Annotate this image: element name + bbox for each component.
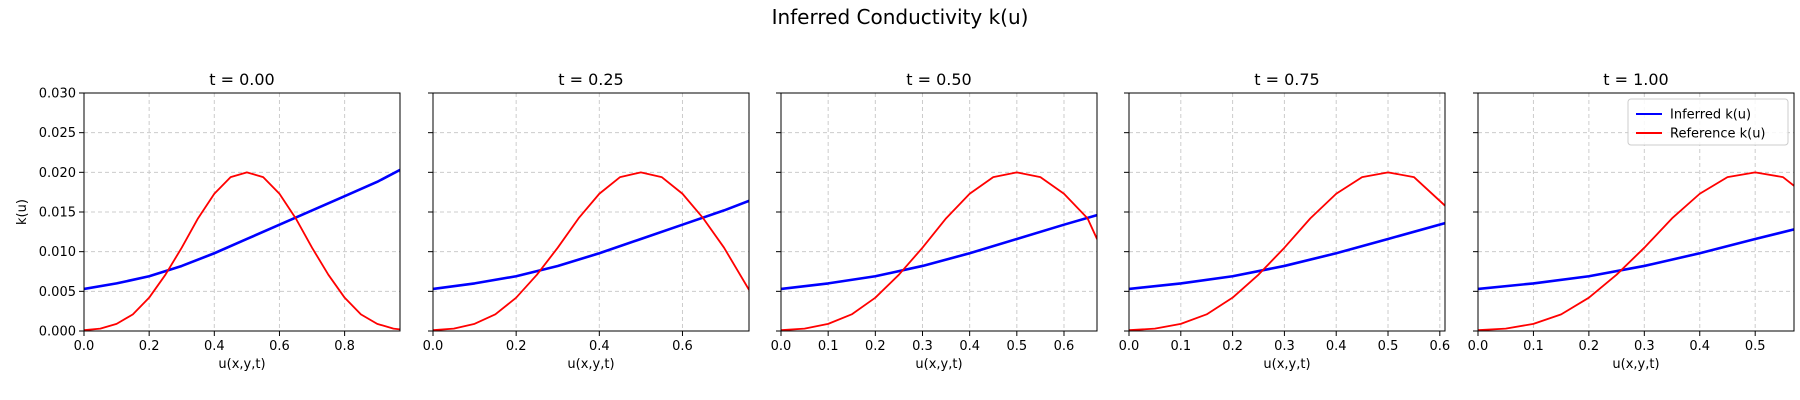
y-axis-label: k(u)	[15, 199, 30, 225]
x-tick-label: 0.4	[959, 339, 980, 354]
series-line-reference	[1478, 171, 1794, 331]
x-axis-label: u(x,y,t)	[567, 357, 614, 372]
x-tick-label: 0.0	[74, 339, 95, 354]
y-tick-label: 0.010	[39, 245, 76, 260]
x-tick-label: 0.5	[1745, 339, 1766, 354]
panel-title: t = 0.00	[209, 70, 274, 89]
legend: Inferred k(u) Reference k(u)	[1627, 98, 1789, 146]
x-tick-label: 0.3	[912, 339, 933, 354]
series-line-inferred	[781, 213, 1097, 291]
chart-panel-4: 0.0 0.1 0.2 0.3 0.4 0.5 t = 1.00 u(x,y,t) Inferr…	[1468, 70, 1795, 372]
x-tick-label: 0.3	[1634, 339, 1655, 354]
y-tick-label: 0.030	[39, 87, 76, 102]
series-line-reference	[84, 171, 400, 331]
legend-label: Reference k(u)	[1670, 127, 1766, 142]
series-line-inferred	[1129, 221, 1445, 291]
x-tick-label: 0.1	[1523, 339, 1544, 354]
x-tick-label: 0.6	[672, 339, 693, 354]
x-tick-label: 0.0	[1468, 339, 1489, 354]
x-tick-label: 0.0	[1119, 339, 1140, 354]
panel-title: t = 0.25	[558, 70, 623, 89]
x-tick-label: 0.1	[1170, 339, 1191, 354]
panel-title: t = 0.75	[1254, 70, 1319, 89]
legend-label: Inferred k(u)	[1670, 108, 1751, 123]
x-tick-label: 0.6	[269, 339, 290, 354]
x-tick-label: 0.6	[1054, 339, 1075, 354]
chart-panel-1: 0.0 0.2 0.4 0.6 t = 0.25 u(x,y,t)	[423, 70, 750, 372]
series-line-inferred	[1478, 228, 1794, 291]
chart-panel-0: 0.0 0.2 0.4 0.6 0.8 0.000 0.005 0.010 0.015 0.020…	[15, 70, 401, 372]
panel-title: t = 1.00	[1603, 70, 1668, 89]
x-tick-label: 0.6	[1429, 339, 1450, 354]
x-tick-label: 0.4	[589, 339, 610, 354]
chart-panels: 0.0 0.2 0.4 0.6 0.8 0.000 0.005 0.010 0.015 0.020…	[15, 70, 1795, 372]
x-axis-label: u(x,y,t)	[915, 357, 962, 372]
x-axis-label: u(x,y,t)	[218, 357, 265, 372]
x-tick-label: 0.2	[506, 339, 527, 354]
series-line-inferred	[433, 199, 749, 291]
x-tick-label: 0.0	[771, 339, 792, 354]
panel-title: t = 0.50	[906, 70, 971, 89]
x-tick-label: 0.5	[1378, 339, 1399, 354]
series-line-reference	[781, 171, 1097, 331]
x-axis-label: u(x,y,t)	[1263, 357, 1310, 372]
y-tick-label: 0.005	[39, 285, 76, 300]
legend-box	[1627, 98, 1789, 146]
x-tick-label: 0.0	[423, 339, 444, 354]
x-tick-label: 0.2	[1579, 339, 1600, 354]
x-tick-label: 0.4	[1689, 339, 1710, 354]
y-tick-label: 0.000	[39, 325, 76, 340]
series-line-reference	[1129, 171, 1445, 331]
series-line-inferred	[84, 168, 400, 291]
x-tick-label: 0.8	[334, 339, 355, 354]
x-axis-label: u(x,y,t)	[1612, 357, 1659, 372]
series-line-reference	[433, 171, 749, 331]
x-tick-label: 0.2	[865, 339, 886, 354]
x-tick-label: 0.3	[1274, 339, 1295, 354]
y-tick-label: 0.025	[39, 126, 76, 141]
figure-title: Inferred Conductivity k(u)	[772, 5, 1029, 29]
x-tick-label: 0.4	[1326, 339, 1347, 354]
x-tick-label: 0.1	[818, 339, 839, 354]
x-tick-label: 0.2	[139, 339, 160, 354]
chart-panel-2: 0.0 0.1 0.2 0.3 0.4 0.5 0.6 t = 0.50 u(x,y,t)	[771, 70, 1098, 372]
y-tick-label: 0.020	[39, 166, 76, 181]
chart-panel-3: 0.0 0.1 0.2 0.3 0.4 0.5 0.6 t = 0.75 u(x,y,t)	[1119, 70, 1451, 372]
x-tick-label: 0.2	[1222, 339, 1243, 354]
y-tick-label: 0.015	[39, 206, 76, 221]
x-tick-label: 0.4	[204, 339, 225, 354]
x-tick-label: 0.5	[1006, 339, 1027, 354]
